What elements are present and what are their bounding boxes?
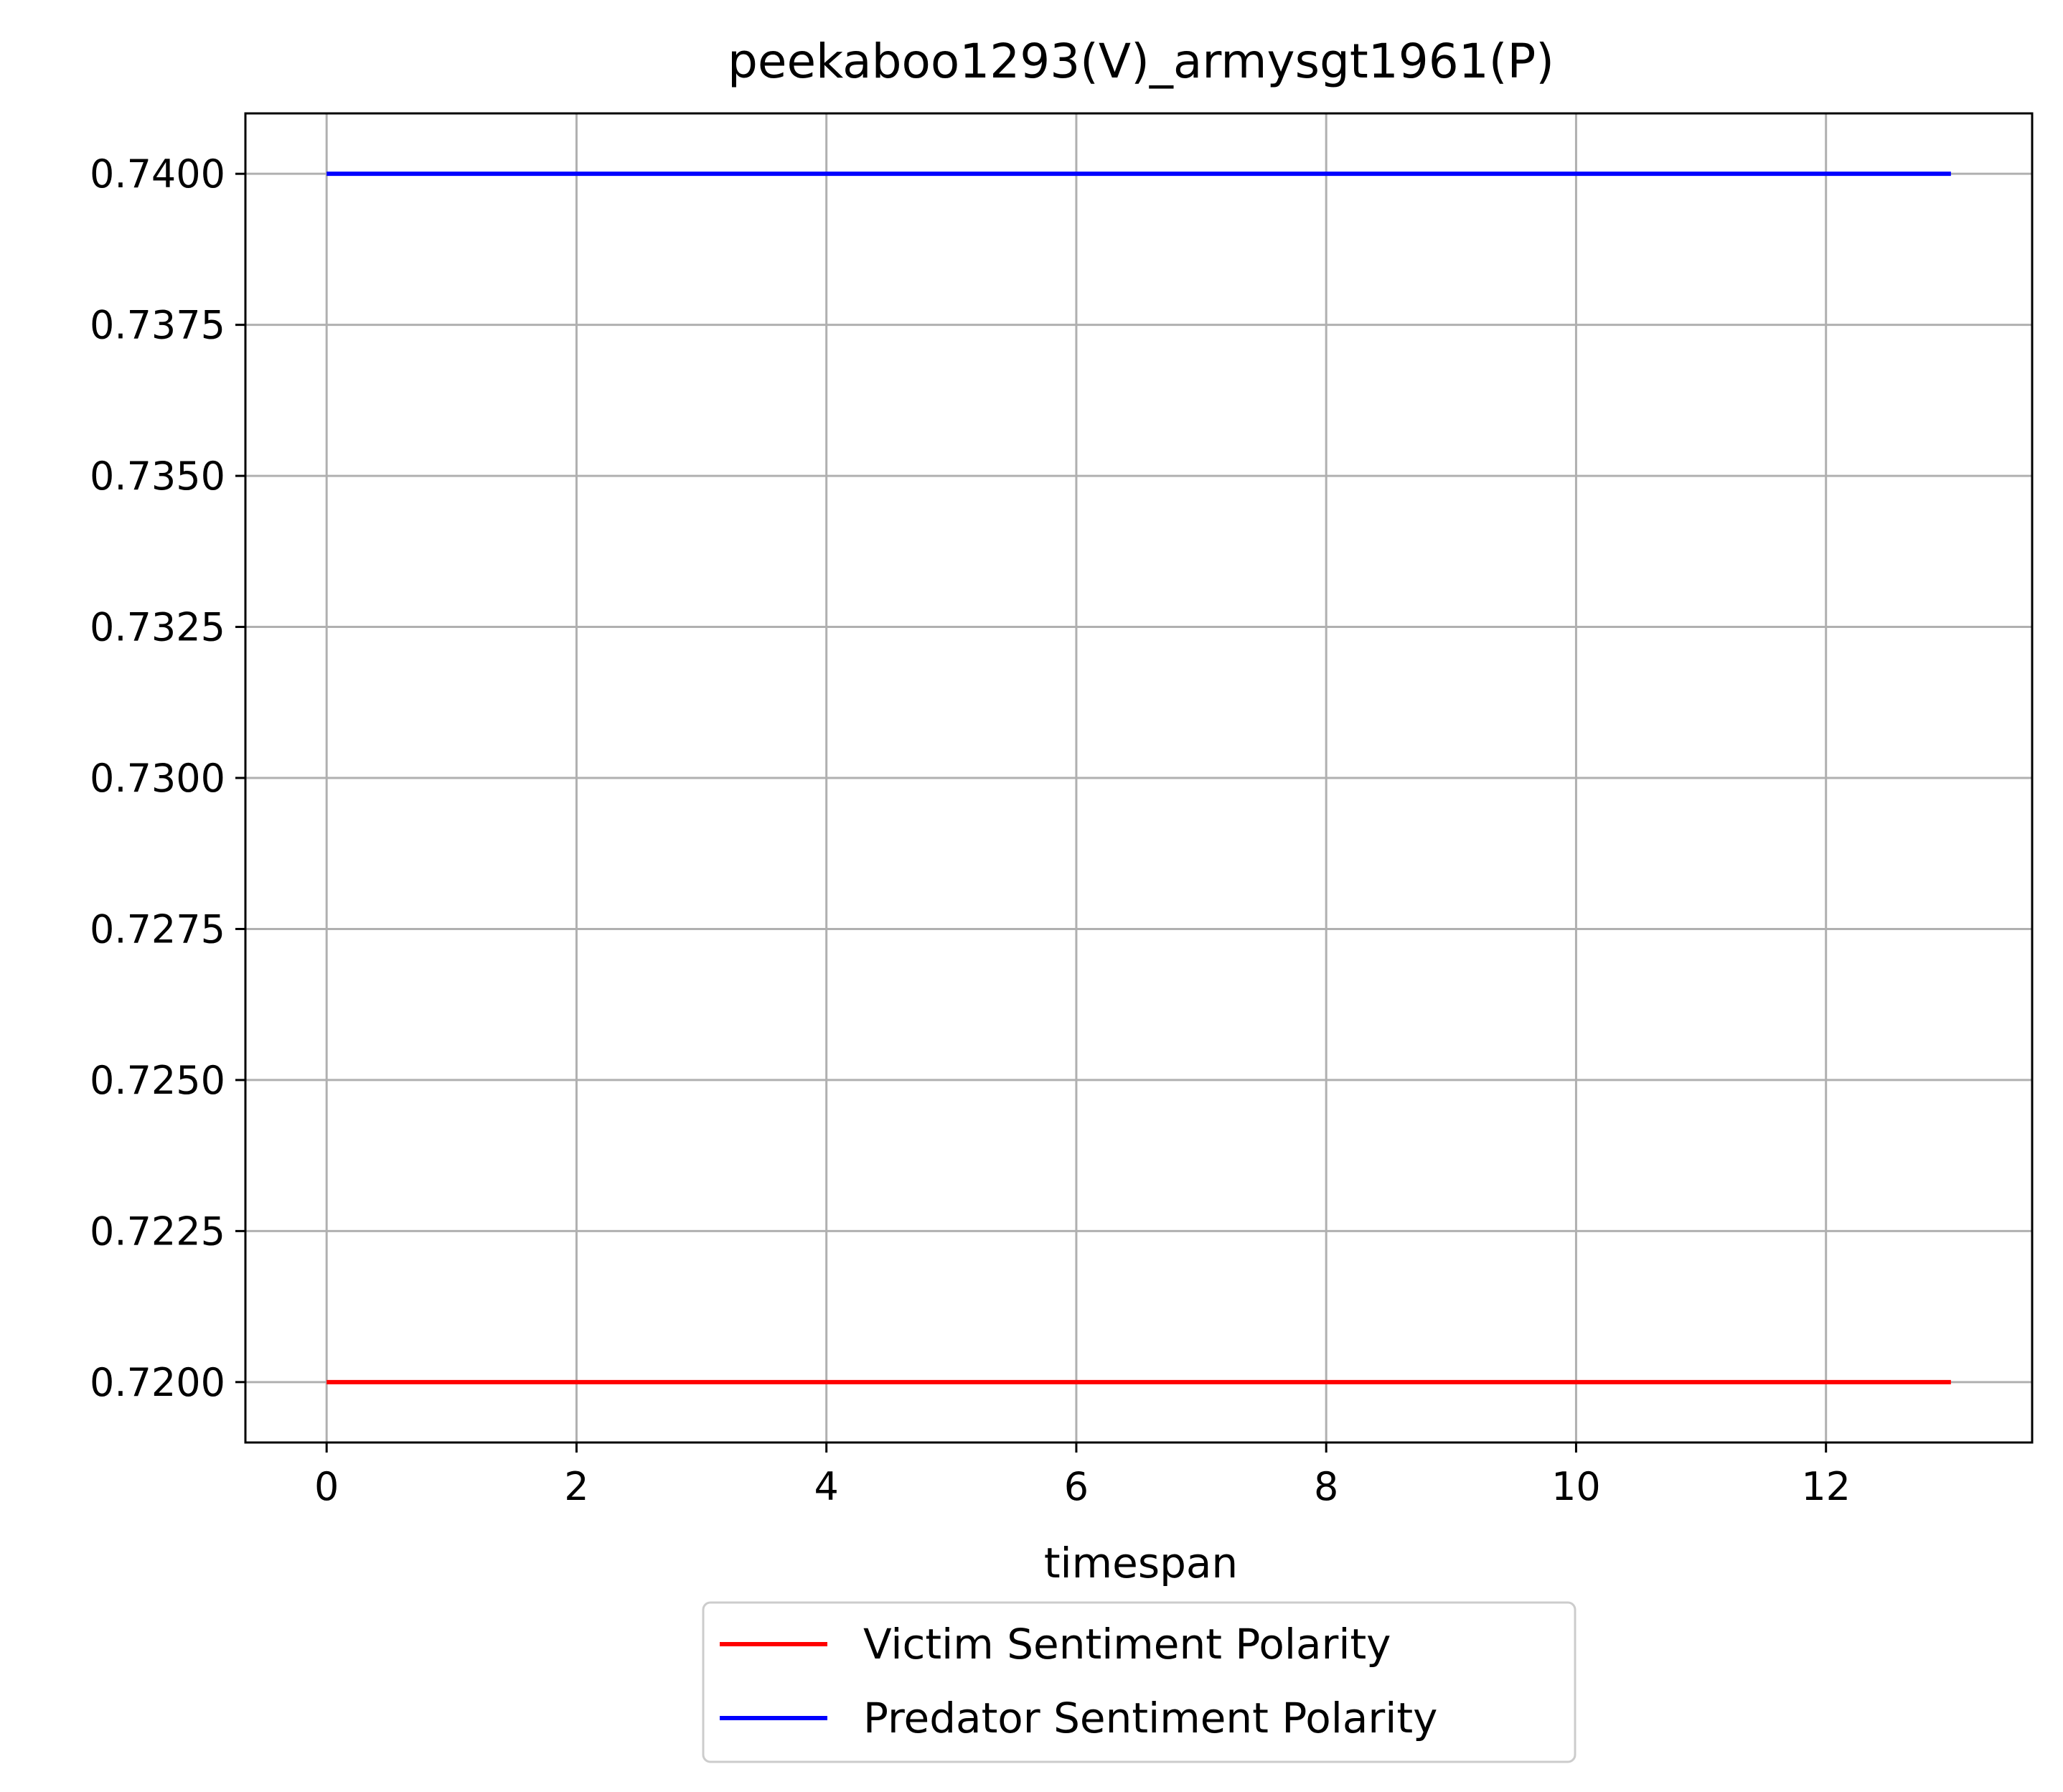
x-tick-label: 2: [564, 1464, 588, 1509]
y-axis-ticks: 0.7200 0.7225 0.7250 0.7275 0.7300 0.7325 0.73…: [90, 151, 245, 1405]
y-tick-label: 0.7375: [90, 303, 225, 348]
x-tick-label: 0: [314, 1464, 339, 1509]
y-tick-label: 0.7200: [90, 1360, 225, 1405]
legend-label: Victim Sentiment Polarity: [863, 1620, 1391, 1669]
y-tick-label: 0.7350: [90, 454, 225, 499]
x-tick-label: 8: [1314, 1464, 1338, 1509]
y-tick-label: 0.7225: [90, 1209, 225, 1254]
x-tick-label: 4: [814, 1464, 839, 1509]
y-tick-label: 0.7250: [90, 1058, 225, 1103]
legend-box: [702, 1601, 1576, 1763]
series-lines: [326, 172, 1951, 1384]
x-axis-ticks: 0 2 4 6 8 10 12: [314, 1442, 1851, 1509]
x-axis-label: timespan: [1044, 1539, 1238, 1587]
y-tick-label: 0.7300: [90, 756, 225, 801]
x-tick-label: 10: [1551, 1464, 1601, 1509]
y-tick-label: 0.7275: [90, 906, 225, 952]
y-tick-label: 0.7400: [90, 151, 225, 197]
x-tick-label: 6: [1064, 1464, 1089, 1509]
legend-label: Predator Sentiment Polarity: [863, 1694, 1437, 1742]
legend: Victim Sentiment Polarity Predator Sentim…: [702, 1601, 1576, 1763]
x-tick-label: 12: [1801, 1464, 1851, 1509]
y-tick-label: 0.7325: [90, 605, 225, 650]
grid-lines: [245, 113, 2032, 1442]
chart-title: peekaboo1293(V)_armysgt1961(P): [728, 34, 1554, 89]
